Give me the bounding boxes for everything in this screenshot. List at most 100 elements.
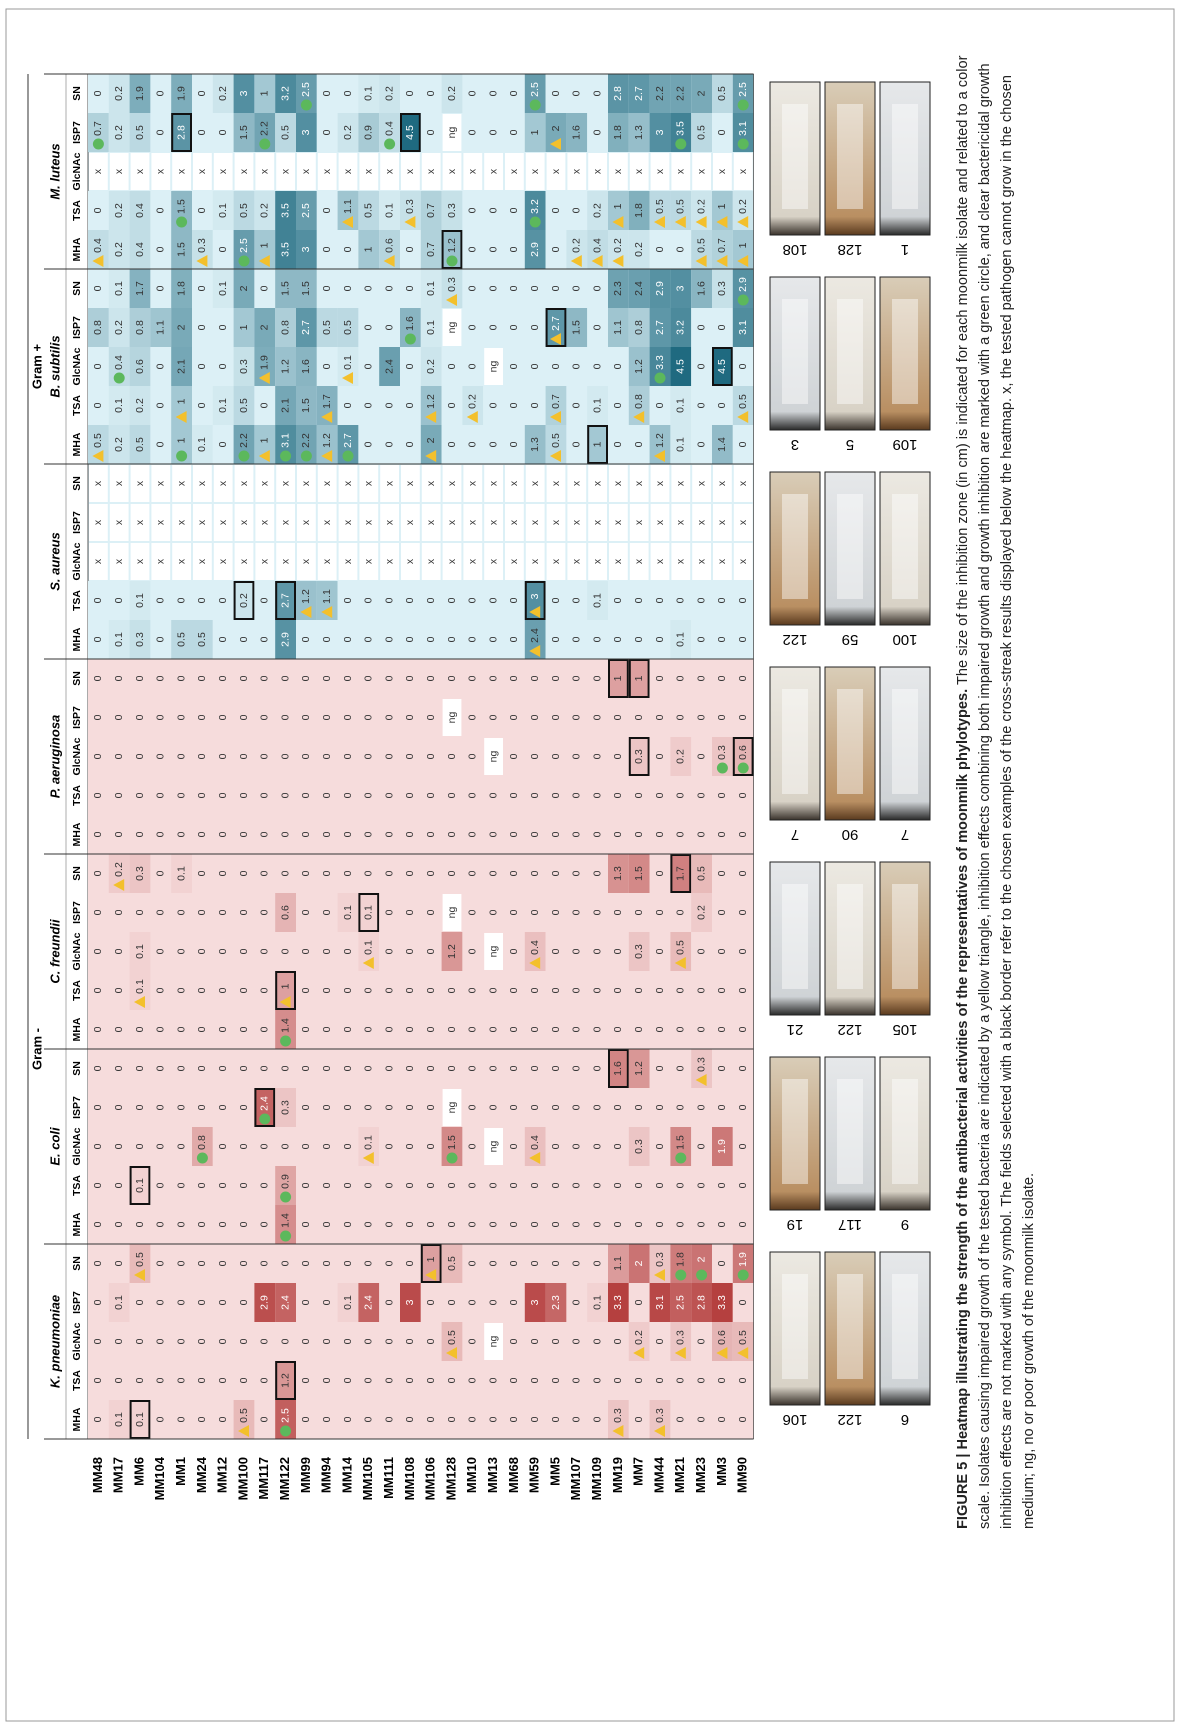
heat-cell [212,1088,234,1127]
triangle-marker [258,255,270,267]
empty-cell [380,153,400,190]
cell-value: x [737,168,749,174]
cell-value: 0 [342,285,354,291]
cell-value: 0 [300,1143,312,1149]
heat-cell [712,1400,733,1439]
cell-value: 4.5 [716,359,728,374]
example-label: 122 [837,1411,862,1428]
cell-value: 2 [695,90,707,96]
circle-marker [716,762,728,774]
heat-cell [545,581,567,620]
empty-cell [525,504,545,541]
cell-value: 0 [279,792,291,798]
cell-value: 0 [550,1026,562,1032]
cell-value: 0 [508,987,520,993]
empty-cell [484,1128,504,1165]
cell-value: 0 [155,207,167,213]
cell-value: 0.5 [238,398,250,413]
heat-cell [587,1361,609,1400]
empty-cell [713,153,732,190]
heat-cell [129,269,151,308]
cell-value: 3.5 [675,121,687,136]
example-photo [824,1251,876,1406]
triangle-marker [134,996,145,1008]
cell-value: 0 [508,1143,520,1149]
cell-value: ng [487,1336,499,1348]
cell-value: x [279,519,291,525]
example-photo [769,666,821,821]
column-label: ISP7 [71,511,83,534]
cell-value: 0 [508,1260,520,1266]
column-label: SN [71,671,83,686]
cell-value: 0 [591,948,603,954]
heat-cell [649,1244,671,1283]
empty-cell [317,504,337,541]
empty-cell [193,543,212,580]
cell-value: x [571,519,583,525]
example-label: 7 [901,826,909,843]
cell-value: 0.1 [113,281,125,296]
cell-value: x [612,480,624,486]
heat-cell [483,893,505,932]
heat-cell [691,1322,713,1361]
cell-value: x [425,168,437,174]
cell-value: 0.5 [134,125,146,140]
cell-value: 0 [259,870,271,876]
heat-cell [316,659,338,698]
cell-value: 0 [383,909,395,915]
cell-value: 2.2 [259,121,271,136]
cell-value: x [529,519,541,525]
cell-value: 0 [737,714,749,720]
heat-cell [379,1127,401,1166]
cell-value: 2.3 [612,281,624,296]
cell-value: 0.2 [737,199,749,214]
cell-value: 1.6 [404,316,416,331]
heat-cell [88,1400,109,1439]
circle-marker [300,99,312,111]
heat-cell [337,776,359,815]
cell-value: 0 [300,714,312,720]
cell-value: 0 [300,1065,312,1071]
streak [892,1079,918,1184]
cell-value: 0.2 [217,86,229,101]
cell-value: 0.6 [737,745,749,760]
cell-value: 2 [550,125,562,131]
cell-value: 0 [591,831,603,837]
heat-cell [462,269,484,308]
cell-value: 0 [300,753,312,759]
cell-value: 0 [155,285,167,291]
cell-value: ng [487,946,499,958]
heat-cell [88,1166,109,1205]
cell-value: 0.5 [695,866,707,881]
heat-cell [171,269,192,308]
heat-cell [316,620,338,659]
cell-value: 0 [259,285,271,291]
cell-value: 0 [92,207,104,213]
cell-value: 0 [300,831,312,837]
cell-value: x [300,168,312,174]
heat-cell [192,698,213,737]
cell-value: 0 [550,207,562,213]
heat-cell [171,308,192,347]
heat-cell [608,230,629,269]
cell-value: 0 [175,1260,187,1266]
cell-value: 0 [363,1026,375,1032]
cell-value: 0 [238,1260,250,1266]
heat-cell [608,932,629,971]
cell-value: 0 [446,402,458,408]
circle-marker [737,294,749,306]
heat-cell [732,1205,754,1244]
heat-cell [691,1166,713,1205]
triangle-marker [383,255,395,267]
cell-value: x [342,558,354,564]
heat-cell [212,1322,234,1361]
cell-value: 0 [446,1182,458,1188]
cell-value: 0.1 [591,1295,603,1310]
column-label: MHA [71,237,83,261]
cell-value: 0 [92,363,104,369]
heat-cell [296,1361,317,1400]
cell-value: 0 [529,285,541,291]
empty-cell [151,153,171,190]
cell-value: 0 [716,948,728,954]
heat-cell [691,620,713,659]
